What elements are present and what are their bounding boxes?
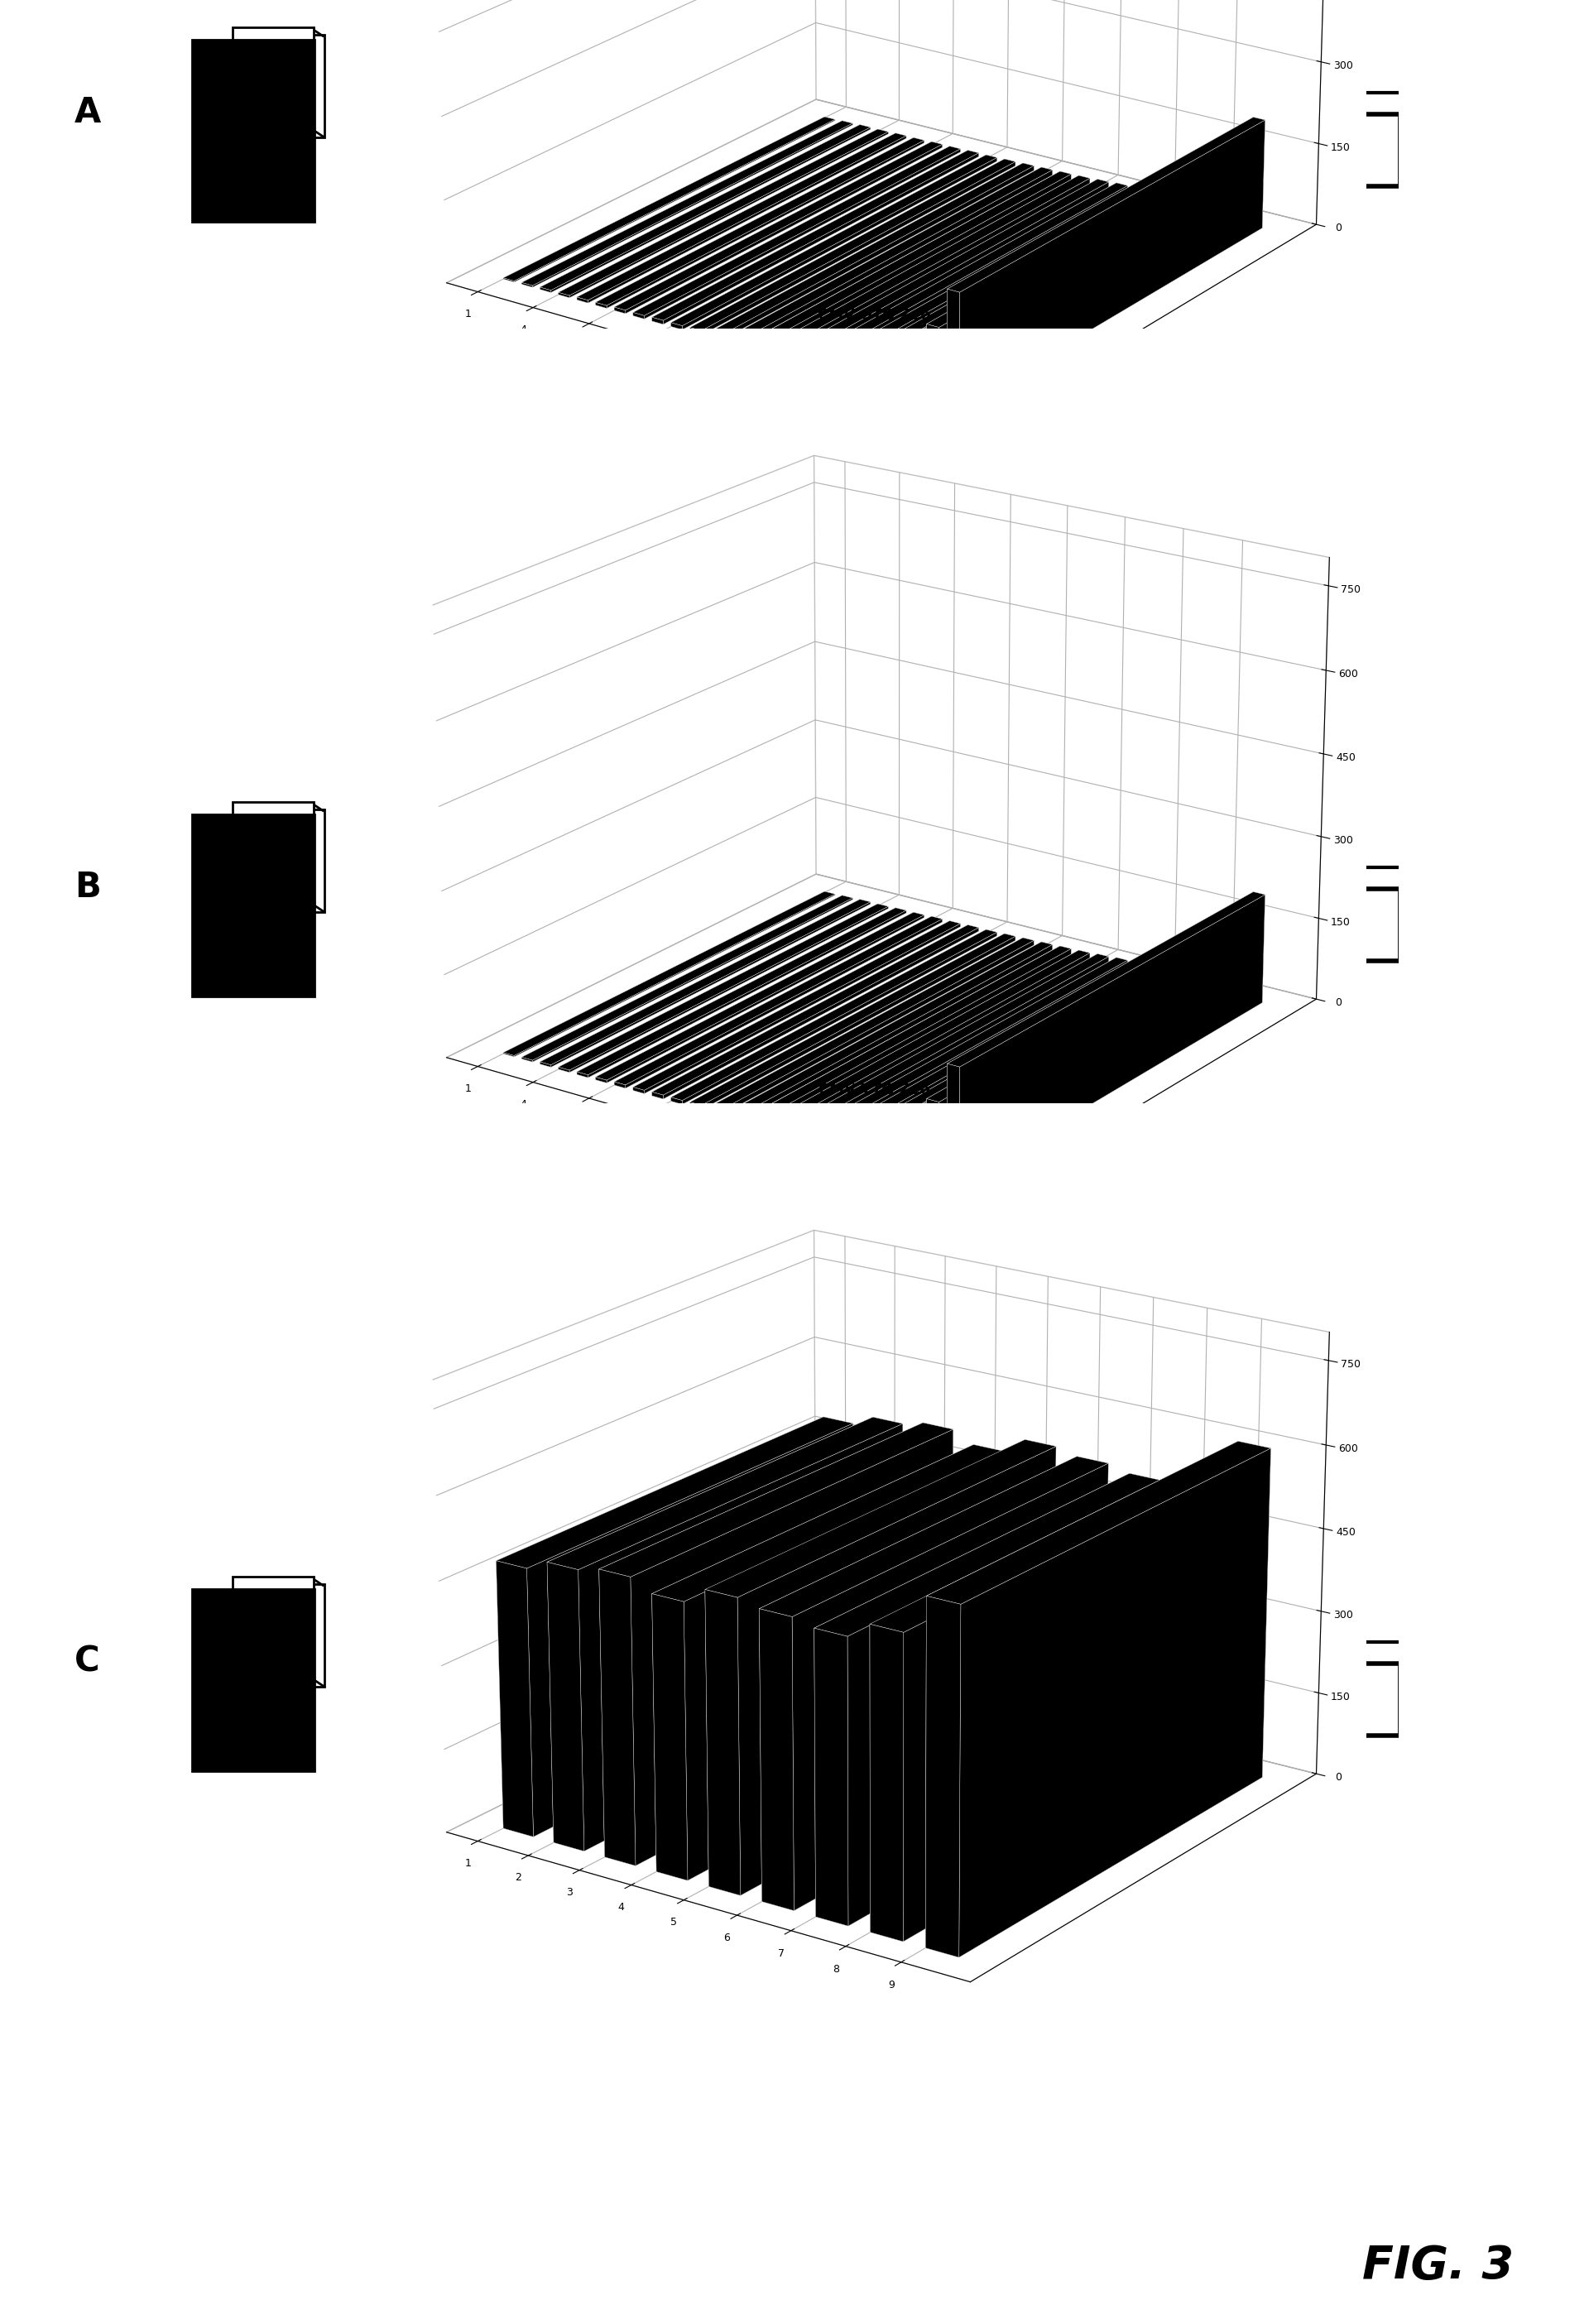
Text: STAR67: STAR67 bbox=[575, 920, 620, 930]
FancyBboxPatch shape bbox=[669, 888, 767, 960]
Text: t: t bbox=[1243, 88, 1249, 98]
Text: CMV: CMV bbox=[706, 144, 731, 156]
FancyBboxPatch shape bbox=[1166, 1664, 1231, 1736]
Text: STAR67: STAR67 bbox=[575, 1694, 620, 1706]
Text: STAR7: STAR7 bbox=[451, 144, 488, 156]
Text: t: t bbox=[1243, 862, 1249, 874]
FancyBboxPatch shape bbox=[413, 114, 526, 186]
FancyBboxPatch shape bbox=[985, 114, 1166, 186]
Text: STAR7: STAR7 bbox=[1297, 144, 1333, 156]
FancyBboxPatch shape bbox=[985, 888, 1166, 960]
FancyBboxPatch shape bbox=[1231, 114, 1398, 186]
Text: C: C bbox=[75, 1645, 100, 1678]
FancyBboxPatch shape bbox=[413, 1664, 526, 1736]
FancyBboxPatch shape bbox=[232, 28, 313, 130]
Text: GTG Zeo: GTG Zeo bbox=[856, 920, 895, 930]
FancyBboxPatch shape bbox=[243, 1585, 324, 1687]
Text: STAR67: STAR67 bbox=[575, 144, 620, 156]
FancyBboxPatch shape bbox=[232, 1578, 313, 1680]
FancyBboxPatch shape bbox=[1231, 888, 1398, 960]
Text: ATG mut Zeo: ATG mut Zeo bbox=[814, 88, 888, 98]
FancyBboxPatch shape bbox=[526, 888, 669, 960]
FancyBboxPatch shape bbox=[413, 888, 526, 960]
FancyBboxPatch shape bbox=[1166, 888, 1231, 960]
Text: CMV: CMV bbox=[664, 1636, 693, 1648]
Text: B: B bbox=[75, 869, 100, 904]
Text: d2EGFP: d2EGFP bbox=[1068, 862, 1117, 874]
FancyBboxPatch shape bbox=[767, 114, 985, 186]
Text: t: t bbox=[1197, 144, 1201, 156]
FancyBboxPatch shape bbox=[1211, 844, 1281, 892]
FancyBboxPatch shape bbox=[669, 114, 767, 186]
Text: t: t bbox=[1197, 1694, 1201, 1706]
FancyBboxPatch shape bbox=[728, 1618, 974, 1669]
Text: d2EGFP: d2EGFP bbox=[1054, 920, 1098, 930]
Text: ATG mut Zeo: ATG mut Zeo bbox=[847, 146, 906, 153]
FancyBboxPatch shape bbox=[526, 114, 669, 186]
Text: t: t bbox=[1197, 920, 1201, 930]
Text: d2EGFP: d2EGFP bbox=[1068, 1636, 1117, 1648]
Text: d2EGFP: d2EGFP bbox=[1054, 1694, 1098, 1706]
Text: d2EGFP: d2EGFP bbox=[1054, 144, 1098, 156]
FancyBboxPatch shape bbox=[1231, 1664, 1398, 1736]
FancyBboxPatch shape bbox=[767, 1664, 985, 1736]
Text: A: A bbox=[75, 95, 100, 130]
FancyBboxPatch shape bbox=[995, 1618, 1192, 1669]
Text: d2EGFP: d2EGFP bbox=[1068, 88, 1117, 98]
FancyBboxPatch shape bbox=[728, 67, 974, 119]
Text: CMV: CMV bbox=[664, 88, 693, 98]
FancyBboxPatch shape bbox=[1211, 1618, 1281, 1669]
Polygon shape bbox=[192, 816, 315, 997]
FancyBboxPatch shape bbox=[526, 1664, 669, 1736]
FancyBboxPatch shape bbox=[728, 844, 974, 892]
FancyBboxPatch shape bbox=[629, 67, 728, 119]
FancyBboxPatch shape bbox=[629, 1618, 728, 1669]
Text: CMV: CMV bbox=[706, 920, 731, 930]
FancyBboxPatch shape bbox=[995, 67, 1192, 119]
FancyBboxPatch shape bbox=[243, 35, 324, 137]
Title: CMV TTG Zeo: CMV TTG Zeo bbox=[818, 1083, 930, 1097]
Title: CMV GTG Zeo: CMV GTG Zeo bbox=[817, 307, 931, 323]
Text: STAR7: STAR7 bbox=[1297, 1694, 1333, 1706]
FancyBboxPatch shape bbox=[1211, 67, 1281, 119]
Text: STAR7: STAR7 bbox=[451, 920, 488, 930]
Text: CMV: CMV bbox=[664, 862, 693, 874]
FancyBboxPatch shape bbox=[243, 809, 324, 913]
FancyBboxPatch shape bbox=[232, 802, 313, 906]
FancyBboxPatch shape bbox=[1166, 114, 1231, 186]
Text: FIG. 3: FIG. 3 bbox=[1362, 2243, 1514, 2289]
Text: STAR7: STAR7 bbox=[1297, 920, 1333, 930]
FancyBboxPatch shape bbox=[767, 888, 985, 960]
FancyBboxPatch shape bbox=[995, 844, 1192, 892]
Text: STAR7: STAR7 bbox=[451, 1694, 488, 1706]
Text: GTG Zeo: GTG Zeo bbox=[826, 862, 876, 874]
Polygon shape bbox=[192, 1590, 315, 1771]
Polygon shape bbox=[192, 40, 315, 221]
Text: t: t bbox=[1243, 1636, 1249, 1648]
Text: TTG Zeo: TTG Zeo bbox=[858, 1694, 895, 1703]
FancyBboxPatch shape bbox=[669, 1664, 767, 1736]
Text: TTG Zeo: TTG Zeo bbox=[828, 1636, 876, 1648]
Text: CMV: CMV bbox=[706, 1694, 731, 1706]
FancyBboxPatch shape bbox=[629, 844, 728, 892]
FancyBboxPatch shape bbox=[985, 1664, 1166, 1736]
